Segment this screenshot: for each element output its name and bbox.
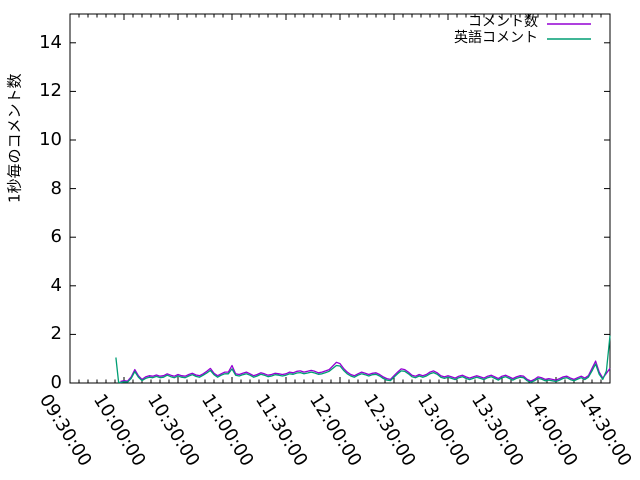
y-tick-label: 6 bbox=[50, 226, 62, 248]
y-tick-label: 14 bbox=[39, 31, 62, 53]
series-line-0 bbox=[120, 360, 611, 383]
y-tick-label: 2 bbox=[50, 323, 62, 345]
y-tick-label: 0 bbox=[50, 372, 62, 393]
legend-label-english-comments: 英語コメント bbox=[454, 30, 538, 46]
series-line-1 bbox=[115, 335, 611, 384]
data-series bbox=[115, 335, 611, 384]
plot-border bbox=[69, 13, 611, 384]
y-tick-label: 10 bbox=[39, 129, 62, 150]
axis-ticks bbox=[69, 14, 611, 384]
y-tick-label: 8 bbox=[50, 177, 62, 199]
y-tick-label: 4 bbox=[50, 274, 62, 296]
y-tick-label: 12 bbox=[39, 80, 62, 102]
legend-label-comments: コメント数 bbox=[468, 14, 538, 30]
